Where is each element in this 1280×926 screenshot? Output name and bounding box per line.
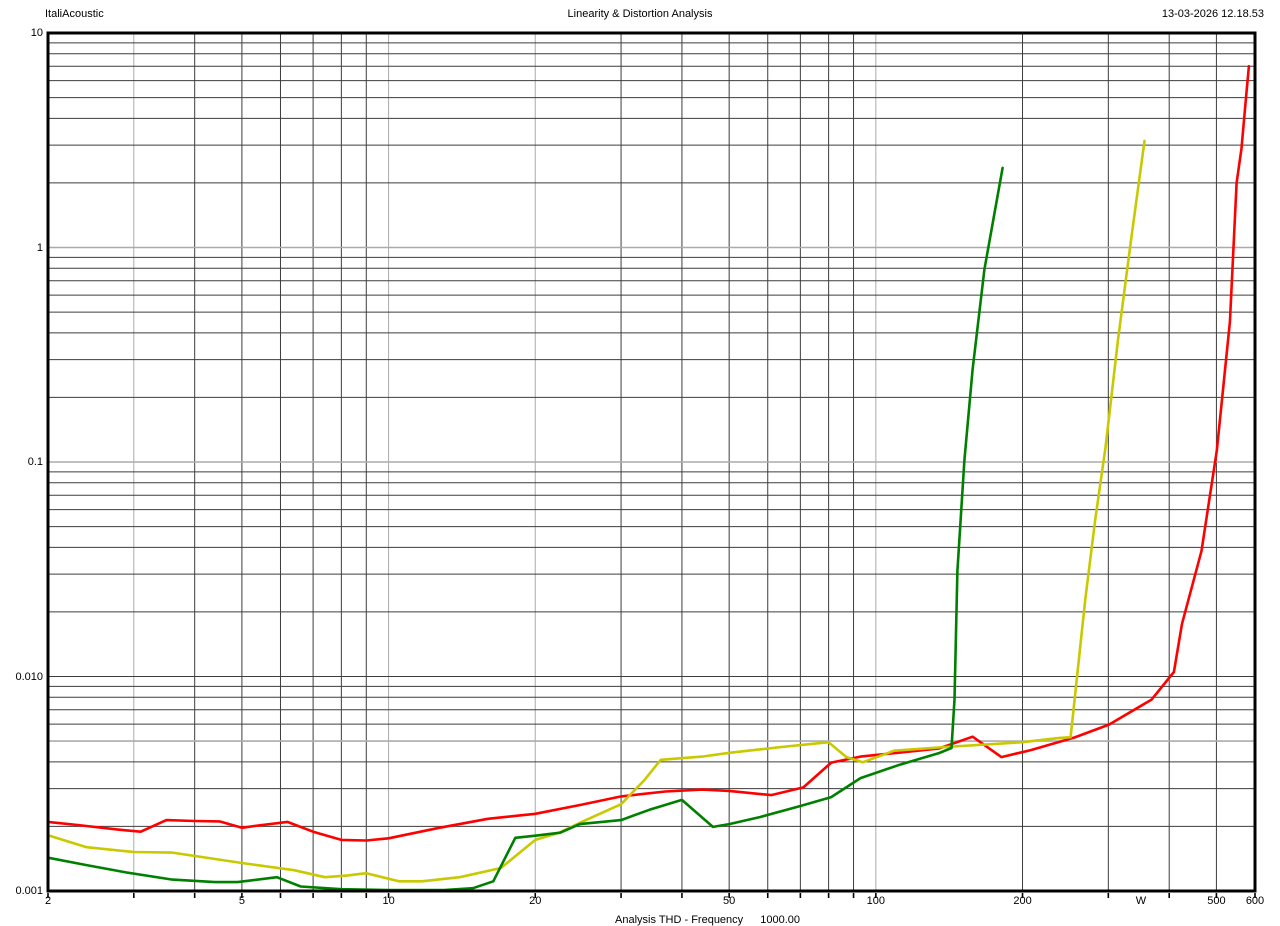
series-red-line: [46, 64, 1251, 842]
x-tick-label: 2: [44, 895, 52, 907]
y-tick-label: 1: [36, 241, 43, 254]
y-tick-label: 0.1: [27, 456, 43, 468]
x-tick-label: 200: [1013, 895, 1032, 907]
series-yellow-line: [46, 139, 1146, 883]
analysis-caption-value: 1000.00: [760, 914, 800, 926]
analysis-caption: Analysis THD - Frequency 1000.00: [615, 914, 800, 926]
plot-border: [46, 31, 1257, 893]
y-tick-label: 0.010: [15, 670, 43, 683]
x-tick-label: W: [1135, 895, 1147, 907]
analysis-caption-text: Analysis THD - Frequency: [615, 914, 744, 926]
series-green-line: [46, 166, 1004, 892]
x-tick-label: 500: [1207, 895, 1226, 907]
app-name: ItaliAcoustic: [45, 8, 104, 20]
page-title: Linearity & Distortion Analysis: [567, 8, 713, 20]
x-tick-label: 50: [723, 895, 736, 907]
x-tick-label: 600: [1245, 895, 1265, 907]
x-tick-label: 10: [382, 895, 395, 907]
timestamp: 13-03-2026 12.18.53: [1161, 8, 1264, 20]
x-tick-label: 100: [866, 895, 885, 907]
x-tick-label: 5: [238, 895, 245, 907]
y-tick-label: 0.001: [15, 885, 43, 897]
x-tick-label: 20: [529, 895, 542, 907]
y-tick-label: 10: [30, 27, 43, 39]
